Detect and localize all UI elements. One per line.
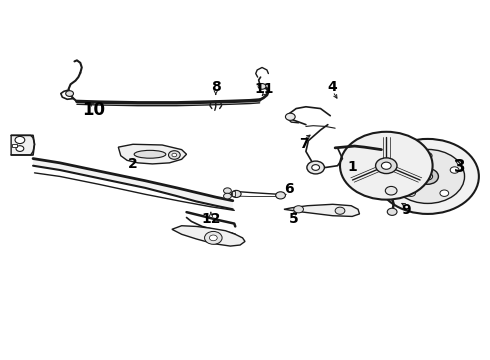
Circle shape xyxy=(294,206,303,213)
Circle shape xyxy=(391,149,465,203)
Ellipse shape xyxy=(134,150,166,158)
Text: 5: 5 xyxy=(289,212,298,226)
Circle shape xyxy=(258,84,266,89)
Circle shape xyxy=(340,132,433,200)
Circle shape xyxy=(169,151,180,159)
Circle shape xyxy=(335,207,345,214)
Circle shape xyxy=(312,165,319,170)
Text: 8: 8 xyxy=(211,80,220,94)
Polygon shape xyxy=(12,144,17,147)
Text: 9: 9 xyxy=(401,203,411,217)
Circle shape xyxy=(276,192,286,199)
Circle shape xyxy=(223,188,231,194)
Circle shape xyxy=(375,158,397,174)
Circle shape xyxy=(66,91,74,96)
Text: 6: 6 xyxy=(284,182,294,196)
Circle shape xyxy=(385,186,397,195)
Circle shape xyxy=(307,161,324,174)
Text: 10: 10 xyxy=(82,102,105,120)
Text: 1: 1 xyxy=(347,161,357,175)
Circle shape xyxy=(231,190,241,198)
Circle shape xyxy=(423,173,433,180)
Circle shape xyxy=(423,153,432,159)
Circle shape xyxy=(450,167,459,173)
Polygon shape xyxy=(172,226,245,246)
Circle shape xyxy=(204,231,222,244)
Circle shape xyxy=(15,136,25,144)
Text: 2: 2 xyxy=(128,157,138,171)
Circle shape xyxy=(407,190,416,197)
Circle shape xyxy=(417,168,439,184)
Circle shape xyxy=(396,167,405,173)
Circle shape xyxy=(376,139,479,214)
Circle shape xyxy=(286,113,295,120)
Text: 3: 3 xyxy=(454,158,465,176)
Polygon shape xyxy=(232,192,235,197)
Circle shape xyxy=(209,235,217,241)
Circle shape xyxy=(16,146,24,152)
Text: 12: 12 xyxy=(201,212,220,226)
Text: 4: 4 xyxy=(328,80,338,94)
Text: 11: 11 xyxy=(255,82,274,96)
Circle shape xyxy=(440,190,449,197)
Polygon shape xyxy=(33,158,233,209)
Text: 7: 7 xyxy=(298,137,308,151)
Circle shape xyxy=(223,193,231,199)
Polygon shape xyxy=(284,204,360,216)
Circle shape xyxy=(381,162,391,169)
Polygon shape xyxy=(11,135,34,155)
Circle shape xyxy=(387,208,397,215)
Circle shape xyxy=(172,153,177,157)
Polygon shape xyxy=(118,144,187,164)
